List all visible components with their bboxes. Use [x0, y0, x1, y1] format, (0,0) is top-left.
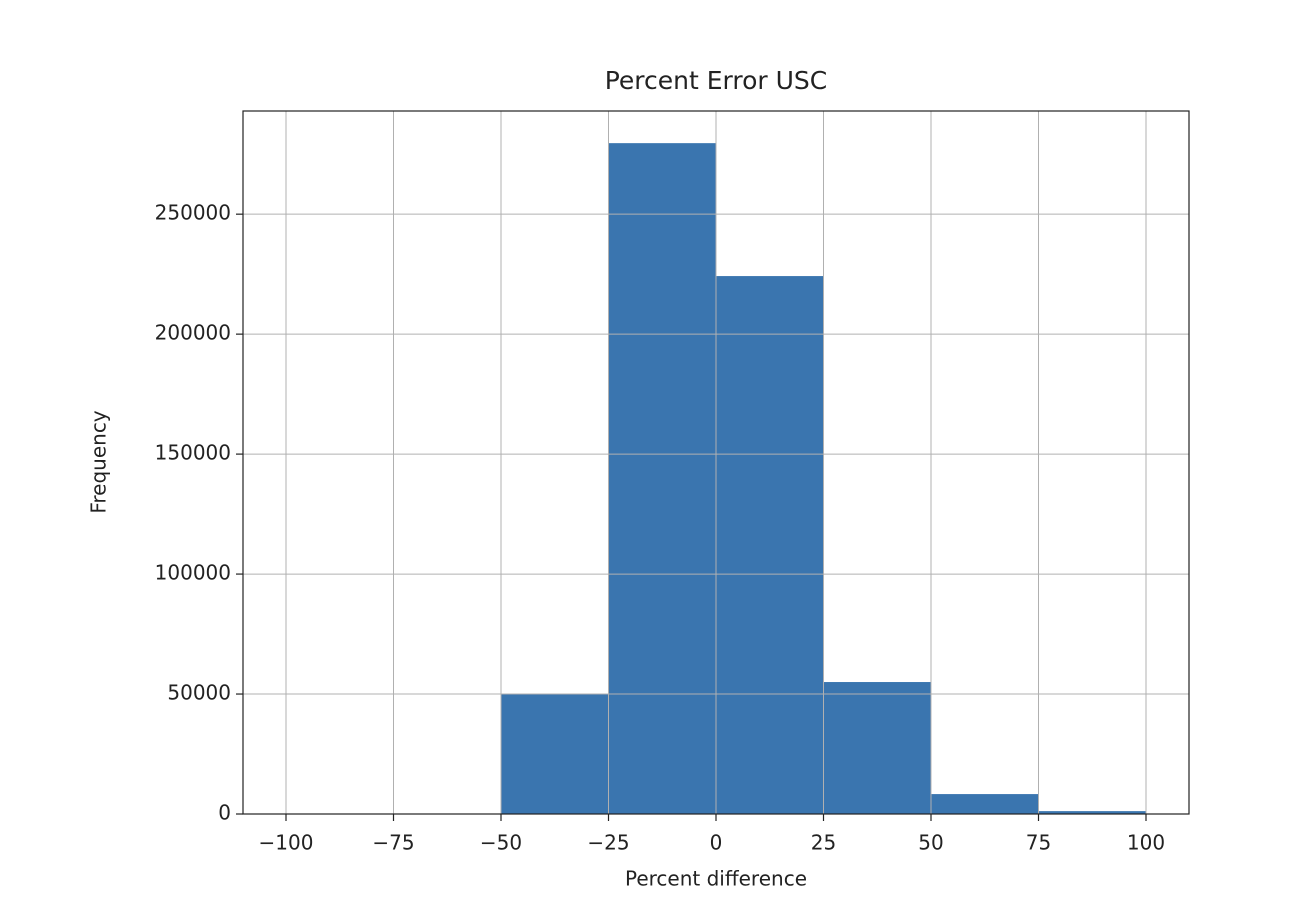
y-tick-label: 50000: [167, 681, 231, 705]
x-tick-label: 100: [1127, 831, 1165, 855]
y-tick-label: 200000: [155, 321, 231, 345]
bar: [1038, 811, 1146, 814]
x-tick-label: 75: [1026, 831, 1051, 855]
chart-title: Percent Error USC: [605, 66, 828, 95]
y-tick-label: 0: [218, 801, 231, 825]
y-axis-label: Frequency: [87, 410, 111, 513]
x-tick-label: −100: [259, 831, 314, 855]
x-tick-label: 25: [811, 831, 836, 855]
x-tick-label: 0: [710, 831, 723, 855]
x-axis-label: Percent difference: [625, 867, 807, 891]
x-tick-label: 50: [918, 831, 943, 855]
bar: [931, 794, 1039, 814]
y-tick-label: 150000: [155, 441, 231, 465]
x-tick-label: −75: [372, 831, 414, 855]
bar: [501, 694, 609, 814]
plot-frame: [242, 110, 1190, 815]
bar: [716, 276, 824, 815]
x-tick-label: −25: [587, 831, 629, 855]
y-tick-label: 250000: [155, 201, 231, 225]
bar: [823, 682, 931, 814]
bar: [608, 143, 716, 814]
x-tick-label: −50: [480, 831, 522, 855]
y-tick-label: 100000: [155, 561, 231, 585]
